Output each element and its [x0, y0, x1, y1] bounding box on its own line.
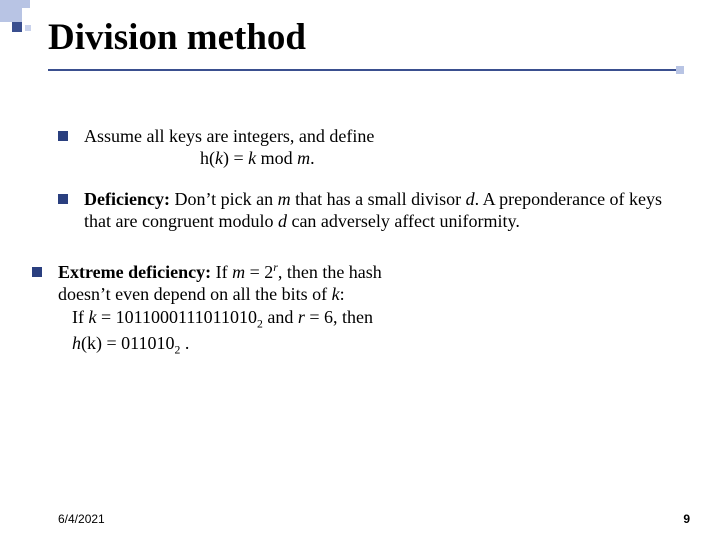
- footer-page-number: 9: [683, 512, 690, 526]
- bullet-3-line4: h(k) = 0110102 .: [72, 332, 670, 358]
- bullet-2-text: Deficiency: Don’t pick an m that has a s…: [84, 188, 670, 233]
- square-bullet-icon: [58, 194, 68, 204]
- bullet-1: Assume all keys are integers, and define…: [58, 125, 670, 170]
- square-bullet-icon: [32, 267, 42, 277]
- title-underline: [48, 69, 678, 71]
- bullet-3-line2: doesn’t even depend on all the bits of k…: [58, 283, 670, 306]
- bullet-3-line1: Extreme deficiency: If m = 2r, then the …: [58, 261, 382, 284]
- slide-title: Division method: [48, 18, 680, 59]
- footer-date: 6/4/2021: [58, 512, 105, 526]
- bullet-3-line3: If k = 10110001110110102 and r = 6, then: [72, 306, 670, 332]
- bullet-3: Extreme deficiency: If m = 2r, then the …: [58, 261, 670, 358]
- bullet-1-line1: Assume all keys are integers, and define: [84, 125, 670, 148]
- bullet-2: Deficiency: Don’t pick an m that has a s…: [58, 188, 670, 233]
- corner-decoration: [0, 0, 58, 46]
- bullet-1-formula: h(k) = k mod m.: [200, 147, 670, 170]
- footer: 6/4/2021 9: [0, 512, 720, 526]
- square-bullet-icon: [58, 131, 68, 141]
